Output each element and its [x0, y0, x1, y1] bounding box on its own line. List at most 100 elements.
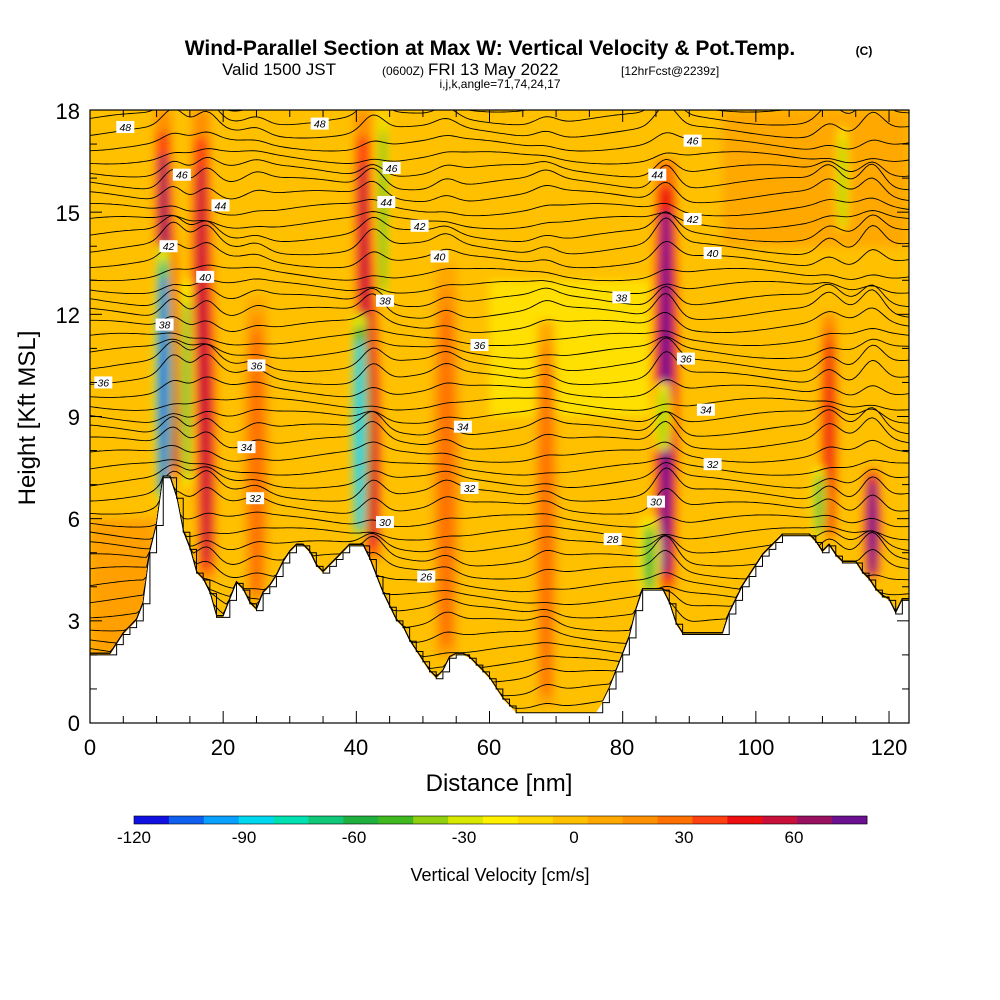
isentrope-label: 32: [460, 482, 479, 495]
svg-text:44: 44: [380, 197, 392, 209]
colorbar-swatch: [273, 816, 309, 824]
colorbar-swatch: [413, 816, 449, 824]
colorbar-swatch: [134, 816, 170, 824]
velocity-contour-band: [824, 341, 834, 531]
isentrope-line: [90, 351, 909, 385]
chart-title: Wind-Parallel Section at Max W: Vertical…: [185, 37, 796, 60]
isentrope-line: [90, 457, 909, 476]
isentrope-line: [90, 211, 909, 243]
isentrope-label: 36: [94, 376, 113, 389]
svg-text:Valid 1500 JST: Valid 1500 JST: [222, 60, 336, 79]
velocity-contour-band: [355, 340, 364, 527]
colorbar-swatch: [587, 816, 624, 824]
svg-text:26: 26: [419, 572, 432, 584]
colorbar-tick-label: -90: [232, 828, 257, 847]
colorbar-tick-label: -120: [117, 828, 151, 847]
svg-text:28: 28: [606, 534, 619, 546]
isentrope-line: [90, 283, 909, 308]
svg-text:38: 38: [379, 296, 391, 308]
svg-text:30: 30: [379, 517, 391, 529]
colorbar-swatch: [238, 816, 275, 824]
x-tick-label: 20: [211, 735, 235, 760]
svg-text:32: 32: [464, 483, 476, 495]
svg-text:(0600Z): (0600Z): [382, 64, 424, 78]
svg-text:46: 46: [176, 170, 188, 182]
svg-text:42: 42: [163, 241, 175, 253]
chart-title-mark: (C): [856, 44, 873, 58]
isentrope-label: 40: [430, 250, 449, 263]
colorbar: [133, 815, 868, 825]
isentrope-label: 26: [417, 570, 436, 584]
svg-text:40: 40: [199, 272, 211, 284]
chart-subtitle-indices: i,j,k,angle=71,74,24,17: [439, 77, 560, 91]
isentrope-label: 42: [683, 212, 702, 226]
y-tick-label: 3: [68, 609, 80, 634]
isentrope-line: [90, 417, 909, 450]
updraft-plume: [430, 263, 462, 659]
x-tick-label: 80: [610, 735, 634, 760]
isentrope-label: 34: [453, 420, 472, 434]
svg-text:38: 38: [159, 320, 171, 332]
isentrope-line: [90, 337, 909, 372]
isentrope-line: [90, 110, 909, 139]
svg-text:48: 48: [314, 119, 326, 131]
isentrope-line: [90, 210, 909, 230]
colorbar-swatch: [692, 816, 728, 824]
colorbar-tick-labels: -120 -90 -60 -30 0 30 60: [117, 828, 803, 847]
colorbar-swatch: [727, 816, 763, 824]
isentrope-line: [90, 197, 909, 217]
velocity-contour-band: [359, 164, 377, 544]
isentrope-line: [90, 328, 909, 346]
colorbar-swatch: [622, 816, 658, 824]
svg-text:48: 48: [119, 122, 131, 134]
updraft-plume: [353, 110, 383, 562]
isentrope-label: 36: [247, 359, 266, 372]
downdraft-plume: [653, 382, 673, 451]
isentrope-label: 34: [696, 403, 715, 417]
svg-text:46: 46: [386, 163, 398, 175]
svg-text:46: 46: [687, 136, 699, 148]
isentrope-label: 46: [172, 168, 191, 182]
svg-text:40: 40: [434, 251, 446, 263]
isentrope-line: [90, 110, 909, 126]
x-tick-label: 120: [871, 735, 908, 760]
svg-text:34: 34: [700, 405, 712, 417]
y-tick-label: 12: [56, 303, 80, 328]
x-tick-labels: 0 20 40 60 80 100 120: [84, 735, 907, 760]
isentrope-label: 36: [470, 338, 489, 352]
isentrope-label: 32: [703, 458, 722, 471]
svg-text:38: 38: [616, 292, 628, 304]
svg-text:36: 36: [474, 340, 486, 352]
colorbar-swatch: [308, 816, 344, 824]
isentrope-label: 48: [116, 121, 135, 134]
y-tick-label: 0: [68, 711, 80, 736]
isentrope-line: [90, 157, 909, 178]
colorbar-label: Vertical Velocity [cm/s]: [410, 865, 589, 885]
colorbar-swatch: [797, 816, 833, 824]
velocity-contour-band: [658, 390, 667, 448]
isentrope-label: 38: [612, 291, 631, 304]
colorbar-tick-label: -30: [452, 828, 477, 847]
updraft-plume: [242, 297, 271, 604]
isentropes: [90, 110, 909, 709]
axis-ticks: [89, 109, 909, 724]
x-axis-label: Distance [nm]: [426, 770, 573, 797]
colorbar-swatch: [517, 816, 554, 824]
downdraft-plume: [811, 467, 827, 536]
isentrope-label: 32: [246, 492, 265, 505]
y-tick-label: 15: [56, 201, 80, 226]
velocity-contour-band: [439, 310, 453, 643]
plot-area: 48 46 44 42 40 38 36 36 34 32 48 46 44 42 40 38 36 34 32 30…: [90, 110, 909, 723]
colorbar-swatch: [378, 816, 414, 824]
colorbar-frame: [133, 815, 868, 825]
y-tick-label: 18: [56, 99, 80, 124]
terrain-mask: [90, 477, 909, 723]
isentrope-label: 34: [237, 441, 256, 454]
colorbar-swatch: [762, 816, 798, 824]
colorbar-swatch: [203, 816, 240, 824]
isentrope-line: [90, 475, 909, 554]
downdraft-plume: [637, 518, 661, 594]
isentrope-label: 36: [676, 352, 695, 366]
colorbar-swatch: [168, 816, 205, 824]
x-tick-label: 40: [344, 735, 368, 760]
